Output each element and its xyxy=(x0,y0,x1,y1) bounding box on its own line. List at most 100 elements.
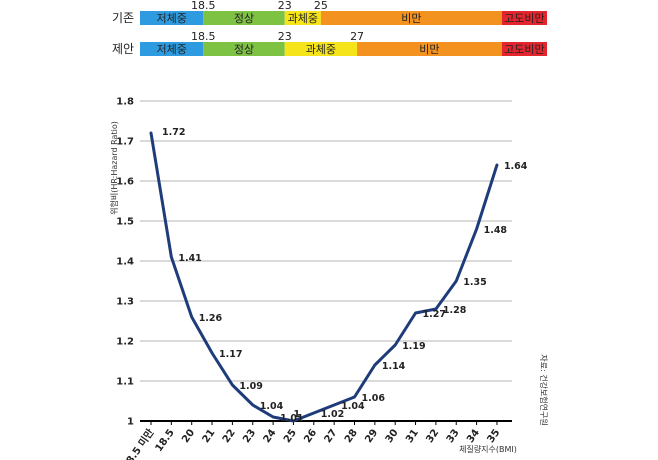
data-point xyxy=(210,351,214,355)
data-point xyxy=(231,383,234,387)
data-point xyxy=(170,255,173,259)
y-tick-label: 1.1 xyxy=(116,377,134,388)
x-tick-label: 28 xyxy=(343,427,360,445)
series-line xyxy=(149,131,499,423)
data-point xyxy=(149,131,153,135)
band-boundary-label: 27 xyxy=(350,30,364,43)
data-label: 1.26 xyxy=(199,313,223,324)
band-segment xyxy=(284,42,358,56)
data-point xyxy=(251,403,254,407)
data-label: 1.01 xyxy=(280,413,303,424)
band-boundary-label: 23 xyxy=(278,0,292,12)
data-point xyxy=(414,311,417,315)
data-label: 1.19 xyxy=(402,341,425,352)
band-segment-label: 비만 xyxy=(419,43,439,56)
y-axis-title: 위험비(HR:Hazard Ratio) xyxy=(110,121,119,215)
x-tick-label: 20 xyxy=(180,427,197,445)
grid-lines: 1 1.1 1.2 1.3 1.4 1.5 1.6 1.7 1.8 xyxy=(116,97,512,428)
data-point xyxy=(434,307,438,311)
x-tick-label: 24 xyxy=(262,427,279,445)
band-segment-label: 정상 xyxy=(234,12,254,25)
data-label: 1.04 xyxy=(341,401,365,412)
band-row-label: 제안 xyxy=(112,42,134,56)
data-label: 1.17 xyxy=(219,349,242,360)
data-label: 1.04 xyxy=(260,401,284,412)
band-segment xyxy=(320,11,502,25)
x-tick-label: 18.5 미만 xyxy=(119,426,157,460)
band-segment-label: 과체중 xyxy=(288,12,318,25)
data-label: 1.06 xyxy=(362,393,386,404)
data-label: 1.35 xyxy=(463,277,486,288)
y-tick-label: 1.4 xyxy=(116,257,134,268)
x-tick-label: 26 xyxy=(302,427,319,445)
y-tick-label: 1.8 xyxy=(116,97,134,108)
x-tick-label: 29 xyxy=(363,427,380,445)
data-point xyxy=(312,411,315,415)
band-segment-label: 고도비만 xyxy=(504,43,544,56)
data-point xyxy=(292,419,295,423)
y-tick-label: 1.7 xyxy=(116,137,134,148)
x-tick-label: 23 xyxy=(241,427,258,445)
data-label: 1.14 xyxy=(382,361,406,372)
x-tick-label: 27 xyxy=(323,427,340,445)
band-segment-label: 고도비만 xyxy=(504,12,544,25)
x-tick-label: 22 xyxy=(221,427,238,445)
y-tick-label: 1 xyxy=(127,417,134,428)
x-tick-label: 25 xyxy=(282,427,299,445)
x-tick-label: 32 xyxy=(424,427,441,445)
data-point xyxy=(495,163,499,167)
x-tick-label: 35 xyxy=(485,427,502,445)
band-segment-label: 저체중 xyxy=(156,43,186,56)
y-tick-label: 1.2 xyxy=(116,337,134,348)
data-label: 1.27 xyxy=(423,309,446,320)
band-segment xyxy=(501,11,547,25)
x-tick-label: 33 xyxy=(445,427,462,445)
data-point xyxy=(373,363,377,367)
data-label: 1 xyxy=(293,409,300,420)
source-note: 자료: 건강보험연구원 xyxy=(539,354,549,425)
band-segment xyxy=(284,11,321,25)
band-boundary-label: 23 xyxy=(278,30,292,43)
x-tick-label: 30 xyxy=(384,427,401,445)
data-point xyxy=(190,315,193,319)
data-labels: 1.721.411.261.171.091.041.011 1.021.041.0… xyxy=(162,127,528,424)
data-label: 1.48 xyxy=(484,225,508,236)
data-point xyxy=(332,403,336,407)
data-label: 1.41 xyxy=(178,253,201,264)
band-segment-label: 비만 xyxy=(401,12,421,25)
data-label: 1.72 xyxy=(162,127,185,138)
band-segment xyxy=(140,11,204,25)
data-label: 1.09 xyxy=(239,381,262,392)
data-point xyxy=(455,279,458,283)
x-tick-label: 21 xyxy=(201,427,218,445)
data-label: 1.28 xyxy=(443,305,467,316)
x-axis-title: 체질량지수(BMI) xyxy=(459,444,517,454)
band-segment xyxy=(203,11,285,25)
band-boundary-label: 25 xyxy=(314,0,328,12)
data-label: 1.64 xyxy=(504,161,528,172)
band-segment xyxy=(501,42,547,56)
x-tick-label: 34 xyxy=(465,427,482,445)
x-tick-label: 18.5 xyxy=(154,427,177,454)
band-segment xyxy=(357,42,502,56)
band-segment-label: 저체중 xyxy=(156,12,186,25)
band-row-label: 기존 xyxy=(112,11,134,25)
data-label: 1.02 xyxy=(321,409,344,420)
band-segment xyxy=(140,42,204,56)
data-point xyxy=(353,395,356,399)
y-tick-label: 1.3 xyxy=(116,297,134,308)
band-segment xyxy=(203,42,285,56)
hazard-ratio-line xyxy=(149,131,499,423)
data-point xyxy=(394,343,397,347)
x-tick-label: 31 xyxy=(404,427,421,445)
y-tick-label: 1.6 xyxy=(116,177,134,188)
band-boundary-label: 18.5 xyxy=(191,0,216,12)
band-segment-label: 과체중 xyxy=(306,43,336,56)
data-point xyxy=(475,227,478,231)
data-point xyxy=(271,415,275,419)
band-boundary-label: 18.5 xyxy=(191,30,216,43)
y-tick-label: 1.5 xyxy=(116,217,134,228)
